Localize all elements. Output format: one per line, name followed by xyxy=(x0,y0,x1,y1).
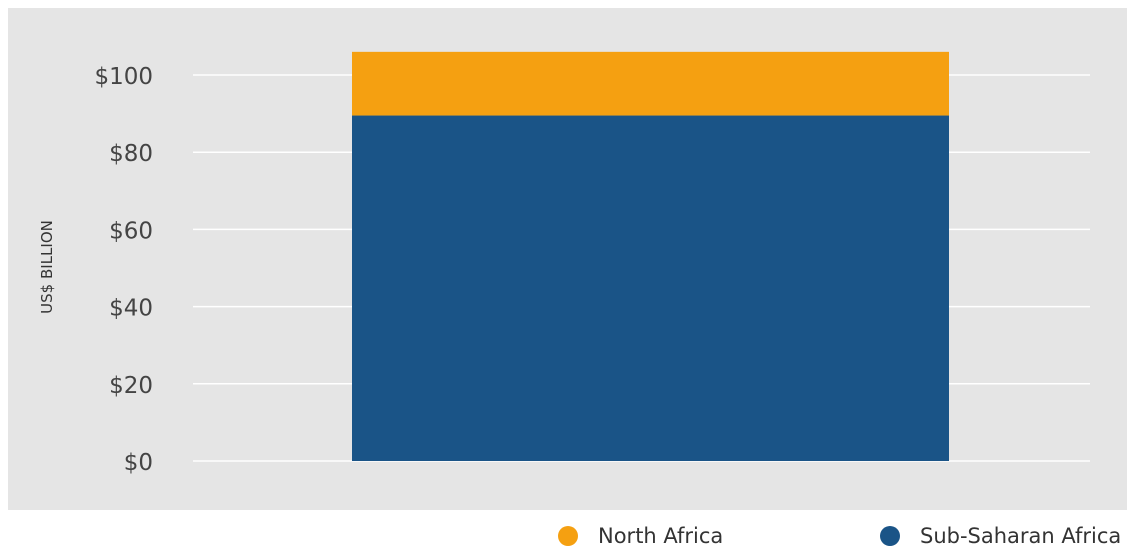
bars xyxy=(352,51,949,461)
chart-area: $0 $20 $40 $60 $80 $100 US$ BILLION xyxy=(8,8,1127,510)
legend-north-africa: North Africa xyxy=(558,524,723,548)
legend-sub-saharan-africa: Sub-Saharan Africa xyxy=(880,524,1121,548)
bar-segment-north-africa xyxy=(352,51,949,116)
y-tick-label: $100 xyxy=(94,64,153,90)
north-africa-swatch xyxy=(558,526,578,546)
y-tick-label: $80 xyxy=(109,141,153,167)
y-tick-label: $40 xyxy=(109,296,153,322)
y-tick-labels: $0 $20 $40 $60 $80 $100 xyxy=(94,64,153,476)
bar-segment-sub-saharan-africa xyxy=(352,115,949,461)
sub-saharan-africa-swatch xyxy=(880,526,900,546)
y-tick-label: $60 xyxy=(109,218,153,244)
y-tick-label: $0 xyxy=(124,450,153,476)
legend-label-sub-saharan-africa: Sub-Saharan Africa xyxy=(920,524,1122,548)
legend-label-north-africa: North Africa xyxy=(598,524,724,548)
y-axis-label: US$ BILLION xyxy=(38,220,56,314)
y-tick-label: $20 xyxy=(109,373,153,399)
